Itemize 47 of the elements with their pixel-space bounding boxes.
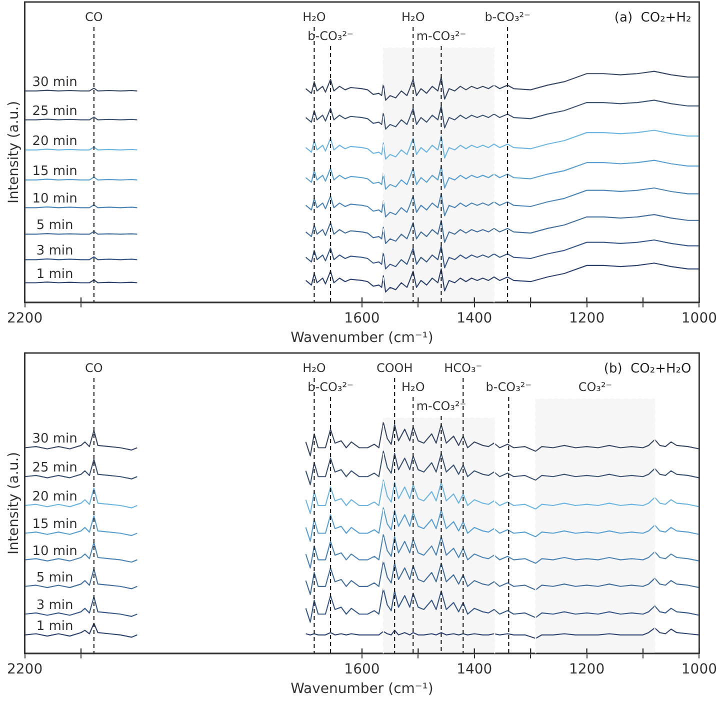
series-label: 30 min — [32, 432, 78, 447]
x-tick-label: 2200 — [6, 661, 43, 678]
x-tick-label: 1600 — [344, 310, 380, 326]
series-label: 3 min — [36, 598, 74, 614]
ref-line-label: HCO₃⁻ — [444, 361, 482, 376]
ref-line-label: H₂O — [302, 361, 326, 376]
band-label: CO₃²⁻ — [578, 380, 612, 394]
x-tick-label: 1600 — [344, 661, 380, 678]
ref-line-label: b-CO₃²⁻ — [308, 380, 354, 394]
x-tick-label: 1000 — [681, 661, 718, 678]
ref-line-label: m-CO₃²⁻ — [416, 399, 466, 414]
ref-line-label: b-CO₃²⁻ — [308, 29, 354, 44]
x-axis-title: Wavenumber (cm⁻¹) — [290, 681, 434, 698]
series-label: 15 min — [32, 517, 78, 532]
series-label: 20 min — [32, 134, 78, 149]
series-label: 5 min — [36, 570, 74, 586]
chart-title: (a) CO₂+H₂ — [614, 10, 692, 26]
x-tick-label: 1400 — [456, 310, 492, 326]
ref-line-label: CO — [85, 10, 103, 24]
ref-line-label: COOH — [376, 361, 413, 376]
series-label: 1 min — [36, 266, 74, 282]
x-tick-label: 1000 — [681, 310, 718, 326]
y-axis-title: Intensity (a.u.) — [6, 452, 22, 555]
series-label: 25 min — [32, 104, 78, 119]
x-axis-title: Wavenumber (cm⁻¹) — [290, 330, 434, 346]
series-label: 10 min — [32, 544, 78, 559]
x-tick-label: 1400 — [456, 661, 492, 678]
series-label: 3 min — [36, 244, 74, 259]
x-tick-label: 1200 — [568, 310, 605, 326]
ref-line-label: H₂O — [302, 10, 326, 24]
series-label: 15 min — [32, 164, 78, 179]
series-label: 5 min — [36, 218, 74, 234]
series-label: 1 min — [36, 618, 74, 634]
y-axis-title: Intensity (a.u.) — [6, 100, 22, 204]
ref-line-label: CO — [85, 361, 103, 376]
ref-line-label: H₂O — [401, 380, 425, 394]
chart-title: (b) CO₂+H₂O — [604, 361, 692, 376]
x-tick-label: 2200 — [6, 310, 43, 326]
ref-line-label: b-CO₃²⁻ — [486, 380, 532, 394]
x-tick-label: 1200 — [568, 661, 605, 678]
series-label: 10 min — [32, 192, 78, 207]
ref-line-label: b-CO₃²⁻ — [484, 10, 530, 24]
ref-line-label: H₂O — [401, 10, 425, 24]
series-label: 30 min — [32, 74, 78, 90]
ref-line-label: m-CO₃²⁻ — [416, 29, 466, 44]
series-label: 25 min — [32, 460, 78, 476]
series-label: 20 min — [32, 490, 78, 505]
